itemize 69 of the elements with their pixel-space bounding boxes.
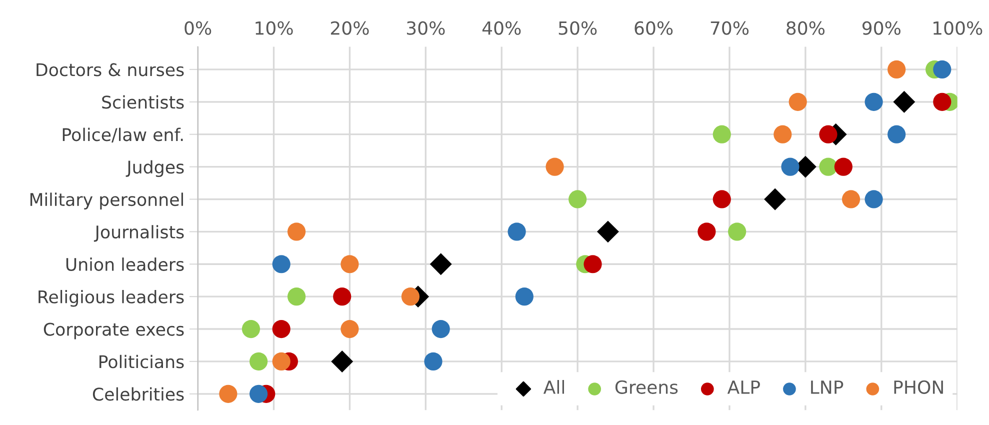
- point: [764, 188, 786, 210]
- point: [584, 255, 602, 274]
- point: [287, 288, 306, 306]
- point: [272, 320, 290, 338]
- point: [774, 125, 792, 144]
- point: [401, 288, 420, 306]
- y-tick-label: Religious leaders: [38, 290, 184, 307]
- y-tick-label: Police/law enf.: [62, 128, 183, 143]
- y-tick-label: Judges: [126, 160, 184, 177]
- point: [568, 190, 587, 208]
- x-tick-label: 10%: [256, 21, 293, 35]
- point: [287, 222, 306, 241]
- x-tick-label: 70%: [710, 21, 749, 35]
- point: [596, 220, 619, 243]
- y-tick-label: Military personnel: [30, 192, 183, 210]
- point: [933, 60, 952, 79]
- point: [250, 352, 268, 371]
- legend-label: All: [543, 380, 564, 394]
- point: [508, 222, 526, 241]
- point: [546, 158, 564, 176]
- point: [250, 384, 268, 403]
- point: [424, 352, 442, 371]
- x-tick-label: 50%: [558, 21, 597, 35]
- point: [340, 255, 359, 274]
- legend-label: LNP: [811, 380, 844, 394]
- point: [893, 90, 916, 113]
- y-tick-label: Corporate execs: [44, 322, 184, 340]
- y-tick-label: Scientists: [102, 95, 184, 109]
- x-tick-label: 0%: [184, 21, 212, 35]
- legend-label: ALP: [727, 380, 760, 394]
- point: [272, 352, 290, 371]
- point: [712, 125, 731, 144]
- point: [430, 253, 452, 276]
- point: [340, 320, 359, 338]
- x-tick-label: 30%: [406, 21, 445, 35]
- point: [842, 190, 860, 208]
- x-tick-label: 80%: [786, 21, 825, 35]
- y-tick-label: Politicians: [100, 354, 184, 368]
- y-tick-label: Doctors & nurses: [36, 63, 184, 76]
- point: [242, 320, 260, 338]
- point: [272, 255, 290, 274]
- point: [712, 190, 731, 208]
- y-tick-label: Celebrities: [92, 387, 184, 401]
- point: [864, 92, 883, 111]
- point: [698, 222, 716, 241]
- point: [819, 125, 838, 144]
- point: [331, 350, 354, 372]
- point: [432, 320, 450, 338]
- point: [728, 222, 746, 241]
- point: [781, 158, 800, 176]
- y-tick-label: Journalists: [94, 225, 184, 242]
- y-tick-label: Union leaders: [66, 258, 184, 271]
- point: [219, 384, 238, 403]
- x-tick-label: 90%: [862, 21, 900, 35]
- point: [819, 158, 838, 176]
- x-tick-label: 100%: [934, 21, 982, 35]
- point: [888, 125, 906, 144]
- point: [888, 60, 906, 79]
- x-tick-label: 60%: [634, 21, 673, 35]
- legend-label: PHON: [894, 380, 943, 394]
- point: [834, 158, 852, 176]
- point: [788, 92, 807, 111]
- legend-label: Greens: [615, 380, 678, 394]
- point: [933, 92, 952, 111]
- point: [515, 288, 534, 306]
- x-tick-label: 20%: [330, 21, 369, 35]
- x-tick-label: 40%: [482, 21, 521, 35]
- point: [333, 288, 352, 306]
- point: [864, 190, 883, 208]
